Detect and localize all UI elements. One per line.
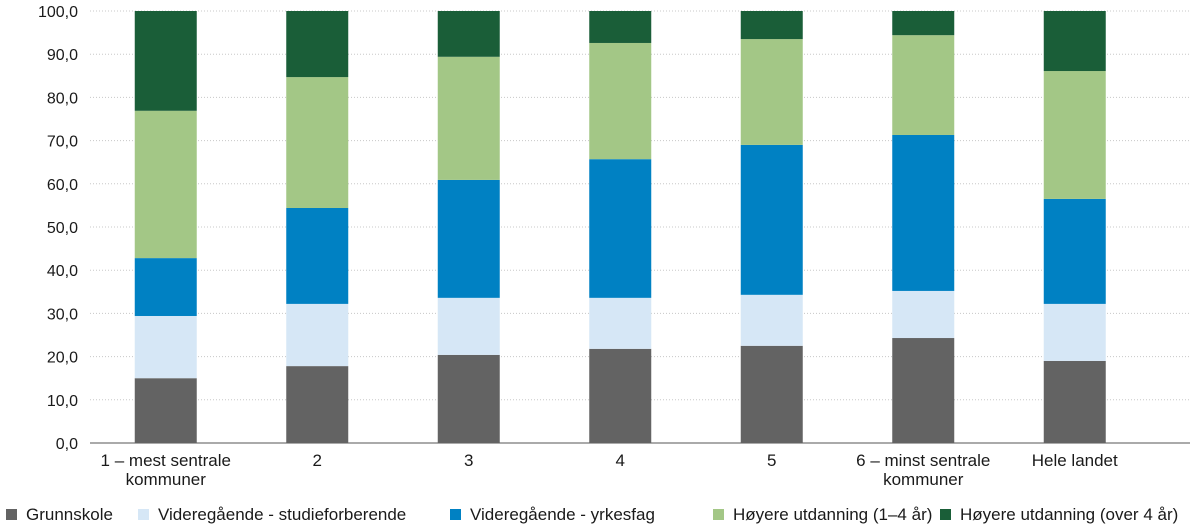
bar-segment-h-yere-utdanning-over-4-r- <box>437 11 500 57</box>
x-tick-label: Hele landet <box>1032 451 1118 470</box>
bar-segment-grunnskole <box>892 338 955 443</box>
legend-item: Grunnskole <box>6 505 113 524</box>
bar-segment-videreg-ende-studieforberende <box>740 294 803 346</box>
legend: Grunnskole Videregående - studieforberend… <box>6 505 1178 524</box>
y-tick-label: 0,0 <box>56 436 78 453</box>
bar-segment-h-yere-utdanning-1-4-r- <box>286 77 349 208</box>
bar-segment-h-yere-utdanning-1-4-r- <box>589 42 652 160</box>
bar-segment-videreg-ende-studieforberende <box>892 290 955 339</box>
x-tick-label: 1 – mest sentrale <box>101 451 231 470</box>
bar-segment-h-yere-utdanning-1-4-r- <box>134 110 197 259</box>
bar-segment-videreg-ende-yrkesfag <box>437 179 500 298</box>
bar-segment-videreg-ende-studieforberende <box>134 315 197 379</box>
bar-segment-h-yere-utdanning-over-4-r- <box>892 11 955 36</box>
y-tick-label: 70,0 <box>47 134 78 151</box>
legend-item: Videregående - studieforberende <box>138 505 406 524</box>
bar-segment-videreg-ende-yrkesfag <box>740 144 803 295</box>
bar-segment-h-yere-utdanning-over-4-r- <box>1043 11 1106 72</box>
bar-segment-h-yere-utdanning-1-4-r- <box>892 35 955 135</box>
bar-segment-videreg-ende-yrkesfag <box>134 258 197 316</box>
y-tick-label: 30,0 <box>47 306 78 323</box>
legend-swatch <box>6 509 17 520</box>
bar-segment-h-yere-utdanning-over-4-r- <box>286 11 349 78</box>
y-tick-label: 10,0 <box>47 393 78 410</box>
legend-item: Høyere utdanning (over 4 år) <box>940 505 1178 524</box>
legend-item: Høyere utdanning (1–4 år) <box>713 505 932 524</box>
bars <box>134 11 1106 443</box>
y-tick-label: 40,0 <box>47 263 78 280</box>
legend-swatch <box>450 509 461 520</box>
bar-segment-grunnskole <box>589 348 652 443</box>
bar-segment-videreg-ende-studieforberende <box>437 297 500 355</box>
bar-segment-videreg-ende-studieforberende <box>589 297 652 349</box>
legend-label: Grunnskole <box>26 505 113 524</box>
x-tick-label: kommuner <box>883 470 964 489</box>
bar-segment-videreg-ende-studieforberende <box>286 303 349 367</box>
legend-label: Videregående - yrkesfag <box>470 505 655 524</box>
legend-label: Høyere utdanning (1–4 år) <box>733 505 932 524</box>
bar-segment-h-yere-utdanning-1-4-r- <box>740 39 803 145</box>
bar-segment-grunnskole <box>134 378 197 443</box>
bar-segment-grunnskole <box>1043 360 1106 443</box>
legend-label: Høyere utdanning (over 4 år) <box>960 505 1178 524</box>
bar-segment-videreg-ende-yrkesfag <box>286 207 349 304</box>
bar-segment-videreg-ende-yrkesfag <box>892 134 955 291</box>
y-tick-label: 80,0 <box>47 90 78 107</box>
legend-label: Videregående - studieforberende <box>158 505 406 524</box>
legend-item: Videregående - yrkesfag <box>450 505 655 524</box>
bar-segment-videreg-ende-yrkesfag <box>589 159 652 298</box>
x-tick-label: 6 – minst sentrale <box>856 451 990 470</box>
bar-segment-h-yere-utdanning-1-4-r- <box>1043 71 1106 199</box>
legend-swatch <box>940 509 951 520</box>
legend-swatch <box>138 509 149 520</box>
y-tick-label: 100,0 <box>38 4 78 21</box>
bar-segment-h-yere-utdanning-over-4-r- <box>589 11 652 43</box>
bar-segment-grunnskole <box>286 366 349 443</box>
legend-swatch <box>713 509 724 520</box>
bar-segment-grunnskole <box>437 354 500 443</box>
x-tick-label: 2 <box>313 451 322 470</box>
bar-segment-grunnskole <box>740 345 803 443</box>
x-tick-label: 4 <box>616 451 625 470</box>
bar-segment-h-yere-utdanning-1-4-r- <box>437 56 500 180</box>
y-tick-label: 20,0 <box>47 350 78 367</box>
bar-segment-h-yere-utdanning-over-4-r- <box>740 11 803 40</box>
bar-segment-videreg-ende-yrkesfag <box>1043 198 1106 304</box>
bar-segment-videreg-ende-studieforberende <box>1043 303 1106 361</box>
x-tick-label: 5 <box>767 451 776 470</box>
y-tick-label: 90,0 <box>47 47 78 64</box>
x-tick-label: 3 <box>464 451 473 470</box>
y-tick-label: 50,0 <box>47 220 78 237</box>
y-tick-labels: 0,0 10,0 20,0 30,0 40,0 50,0 60,0 70,0 80,0 90,0 1… <box>38 4 78 453</box>
x-tick-label: kommuner <box>126 470 207 489</box>
y-tick-label: 60,0 <box>47 177 78 194</box>
bar-segment-h-yere-utdanning-over-4-r- <box>134 11 197 111</box>
